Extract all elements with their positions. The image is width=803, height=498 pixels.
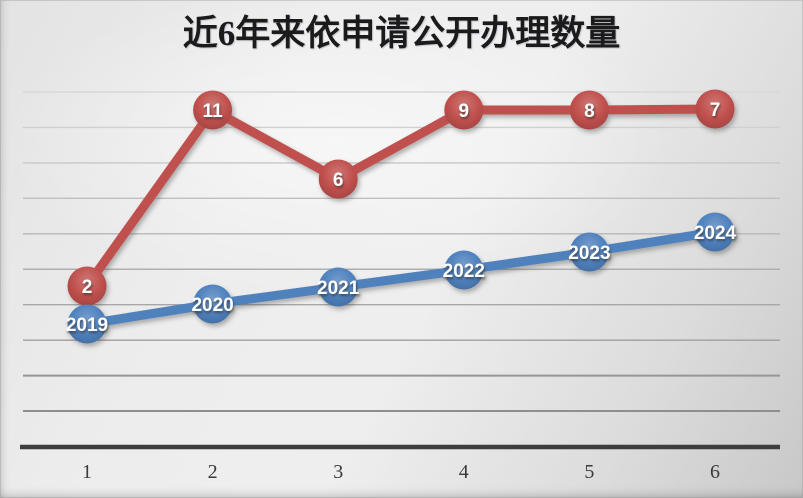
red-series-marker-6 bbox=[695, 89, 735, 129]
red-series-marker-2 bbox=[193, 90, 233, 130]
red-series-data-label-3: 6 bbox=[333, 170, 344, 191]
red-series-marker-3 bbox=[318, 159, 358, 199]
blue-series-data-label-1: 2019 bbox=[66, 315, 108, 336]
blue-series-line bbox=[82, 227, 720, 329]
gridlines bbox=[23, 91, 780, 413]
red-series-data-label-1: 2 bbox=[82, 277, 93, 298]
blue-series-marker-6 bbox=[695, 212, 735, 252]
blue-series-marker-5 bbox=[569, 232, 609, 272]
chart-title: 近6年来依申请公开办理数量 bbox=[182, 14, 621, 53]
red-series-marker-5 bbox=[569, 90, 609, 130]
x-tick-label-1: 1 bbox=[82, 461, 92, 483]
blue-series-marker-2 bbox=[193, 284, 233, 324]
x-tick-label-2: 2 bbox=[208, 461, 218, 483]
red-series-data-label-4: 9 bbox=[459, 101, 470, 122]
blue-series-data-label-4: 2022 bbox=[443, 261, 485, 282]
red-series-group: 2 11 6 9 8 7 bbox=[67, 89, 735, 306]
red-series-line bbox=[82, 104, 720, 291]
blue-series-data-label-5: 2023 bbox=[568, 243, 610, 264]
blue-series-marker-1 bbox=[67, 304, 107, 344]
blue-series-group: 2019 2020 2021 2022 2023 2024 bbox=[66, 212, 737, 344]
x-tick-label-6: 6 bbox=[710, 461, 720, 483]
blue-series-data-label-6: 2024 bbox=[694, 223, 737, 244]
x-axis-tick-labels: 1 2 3 4 5 6 bbox=[82, 461, 720, 483]
red-series-data-label-5: 8 bbox=[584, 101, 595, 122]
red-series-data-label-6: 7 bbox=[710, 100, 721, 121]
x-tick-label-5: 5 bbox=[584, 461, 594, 483]
red-series-marker-4 bbox=[444, 90, 484, 130]
x-tick-label-4: 4 bbox=[459, 461, 469, 483]
blue-series-marker-3 bbox=[318, 267, 358, 307]
x-tick-label-3: 3 bbox=[333, 461, 343, 483]
red-series-marker-1 bbox=[67, 266, 107, 306]
blue-series-marker-4 bbox=[444, 250, 484, 290]
blue-series-data-label-3: 2021 bbox=[317, 278, 360, 299]
red-series-data-label-2: 11 bbox=[203, 101, 224, 122]
blue-series-data-label-2: 2020 bbox=[191, 295, 233, 316]
